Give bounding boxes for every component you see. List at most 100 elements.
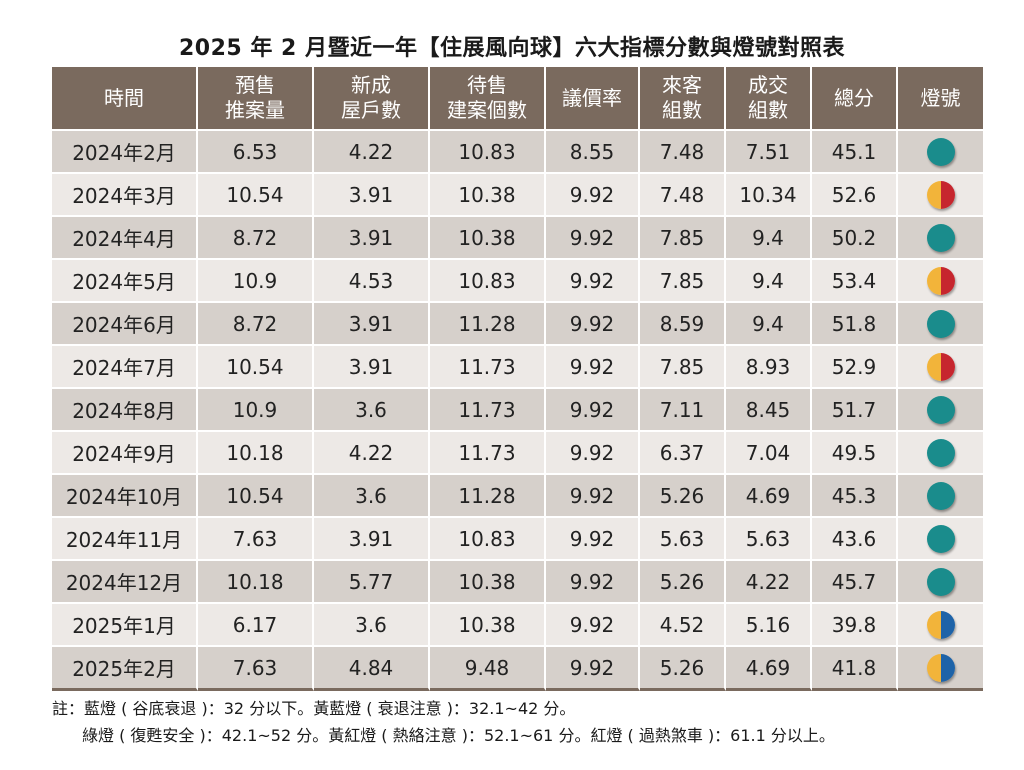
cell-total: 41.8	[812, 645, 898, 691]
cell-bargain: 9.92	[546, 301, 640, 344]
cell-bargain: 9.92	[546, 645, 640, 691]
table-row: 2025年1月 6.17 3.6 10.38 9.92 4.52 5.16 39.8	[52, 602, 983, 645]
cell-newhouse: 3.6	[314, 387, 430, 430]
cell-presale: 10.54	[198, 172, 314, 215]
cell-deals: 9.4	[726, 301, 812, 344]
cell-presale: 6.53	[198, 129, 314, 172]
cell-pending: 9.48	[430, 645, 546, 691]
cell-deals: 5.16	[726, 602, 812, 645]
column-header-line-1: 燈號	[920, 85, 961, 110]
cell-pending: 10.83	[430, 129, 546, 172]
column-header: 新成 屋戶數	[314, 67, 430, 129]
green-light-icon	[926, 438, 955, 467]
cell-total: 45.7	[812, 559, 898, 602]
cell-newhouse: 3.91	[314, 344, 430, 387]
cell-deals: 9.4	[726, 215, 812, 258]
table-row: 2024年3月 10.54 3.91 10.38 9.92 7.48 10.34 52.6	[52, 172, 983, 215]
cell-total: 45.3	[812, 473, 898, 516]
cell-total: 50.2	[812, 215, 898, 258]
cell-total: 43.6	[812, 516, 898, 559]
yellow-red-light-icon	[926, 266, 955, 295]
table-title: 2025 年 2 月暨近一年【住展風向球】六大指標分數與燈號對照表	[178, 36, 846, 61]
green-light-icon	[926, 137, 955, 166]
cell-newhouse: 4.22	[314, 129, 430, 172]
cell-newhouse: 4.84	[314, 645, 430, 691]
cell-light	[898, 645, 983, 691]
green-light-icon	[926, 223, 955, 252]
cell-total: 52.6	[812, 172, 898, 215]
table-row: 2024年11月 7.63 3.91 10.83 9.92 5.63 5.63 43.6	[52, 516, 983, 559]
table-row: 2024年8月 10.9 3.6 11.73 9.92 7.11 8.45 51.7	[52, 387, 983, 430]
column-header-line-1: 來客	[662, 73, 702, 97]
cell-deals: 9.4	[726, 258, 812, 301]
cell-time: 2024年3月	[52, 172, 198, 215]
cell-visitors: 7.85	[640, 258, 726, 301]
cell-time: 2024年7月	[52, 344, 198, 387]
cell-presale: 7.63	[198, 516, 314, 559]
yellow-red-light-icon	[926, 180, 955, 209]
cell-newhouse: 3.91	[314, 516, 430, 559]
cell-total: 49.5	[812, 430, 898, 473]
cell-time: 2024年10月	[52, 473, 198, 516]
column-header: 待售 建案個數	[430, 67, 546, 129]
cell-presale: 10.54	[198, 344, 314, 387]
column-header-line-1: 待售	[467, 73, 507, 97]
cell-light	[898, 344, 983, 387]
cell-pending: 10.83	[430, 516, 546, 559]
cell-bargain: 9.92	[546, 258, 640, 301]
column-header: 燈號	[898, 67, 983, 129]
yellow-blue-light-icon	[926, 653, 955, 682]
column-header: 成交 組數	[726, 67, 812, 129]
green-light-icon	[926, 481, 955, 510]
column-header-line-2: 屋戶數	[341, 98, 401, 122]
cell-light	[898, 387, 983, 430]
cell-presale: 8.72	[198, 215, 314, 258]
cell-visitors: 6.37	[640, 430, 726, 473]
table-row: 2024年2月 6.53 4.22 10.83 8.55 7.48 7.51 45.1	[52, 129, 983, 172]
cell-light	[898, 559, 983, 602]
cell-light	[898, 215, 983, 258]
column-header: 時間	[52, 67, 198, 129]
cell-light	[898, 172, 983, 215]
cell-visitors: 5.26	[640, 559, 726, 602]
table-row: 2024年12月 10.18 5.77 10.38 9.92 5.26 4.22 45.7	[52, 559, 983, 602]
cell-visitors: 7.48	[640, 172, 726, 215]
column-header-line-1: 議價率	[562, 85, 622, 110]
cell-deals: 4.69	[726, 473, 812, 516]
cell-newhouse: 3.6	[314, 473, 430, 516]
green-light-icon	[926, 395, 955, 424]
green-light-icon	[926, 524, 955, 553]
cell-deals: 4.22	[726, 559, 812, 602]
cell-visitors: 5.26	[640, 645, 726, 691]
table-row: 2024年6月 8.72 3.91 11.28 9.92 8.59 9.4 51.8	[52, 301, 983, 344]
cell-deals: 5.63	[726, 516, 812, 559]
cell-bargain: 9.92	[546, 215, 640, 258]
table-row: 2024年10月 10.54 3.6 11.28 9.92 5.26 4.69 45.3	[52, 473, 983, 516]
cell-pending: 10.38	[430, 602, 546, 645]
cell-pending: 11.73	[430, 387, 546, 430]
cell-bargain: 9.92	[546, 516, 640, 559]
cell-visitors: 7.85	[640, 215, 726, 258]
column-header: 議價率	[546, 67, 640, 129]
cell-pending: 11.73	[430, 430, 546, 473]
column-header-line-2: 組數	[662, 98, 702, 122]
table-row: 2024年4月 8.72 3.91 10.38 9.92 7.85 9.4 50.2	[52, 215, 983, 258]
cell-time: 2024年4月	[52, 215, 198, 258]
cell-total: 51.8	[812, 301, 898, 344]
cell-bargain: 8.55	[546, 129, 640, 172]
cell-presale: 7.63	[198, 645, 314, 691]
cell-pending: 10.38	[430, 559, 546, 602]
cell-newhouse: 3.91	[314, 301, 430, 344]
cell-newhouse: 4.53	[314, 258, 430, 301]
cell-time: 2024年2月	[52, 129, 198, 172]
cell-bargain: 9.92	[546, 172, 640, 215]
column-header-line-2: 建案個數	[447, 98, 527, 122]
cell-bargain: 9.92	[546, 473, 640, 516]
header-row: 時間 預售 推案量 新成 屋戶數 待售 建案個數 議價率 來客 組數 成交 組數 總分 燈號	[52, 67, 983, 129]
cell-deals: 7.04	[726, 430, 812, 473]
table-row: 2025年2月 7.63 4.84 9.48 9.92 5.26 4.69 41.8	[52, 645, 983, 691]
cell-visitors: 8.59	[640, 301, 726, 344]
cell-newhouse: 3.91	[314, 172, 430, 215]
cell-deals: 10.34	[726, 172, 812, 215]
cell-pending: 11.28	[430, 473, 546, 516]
